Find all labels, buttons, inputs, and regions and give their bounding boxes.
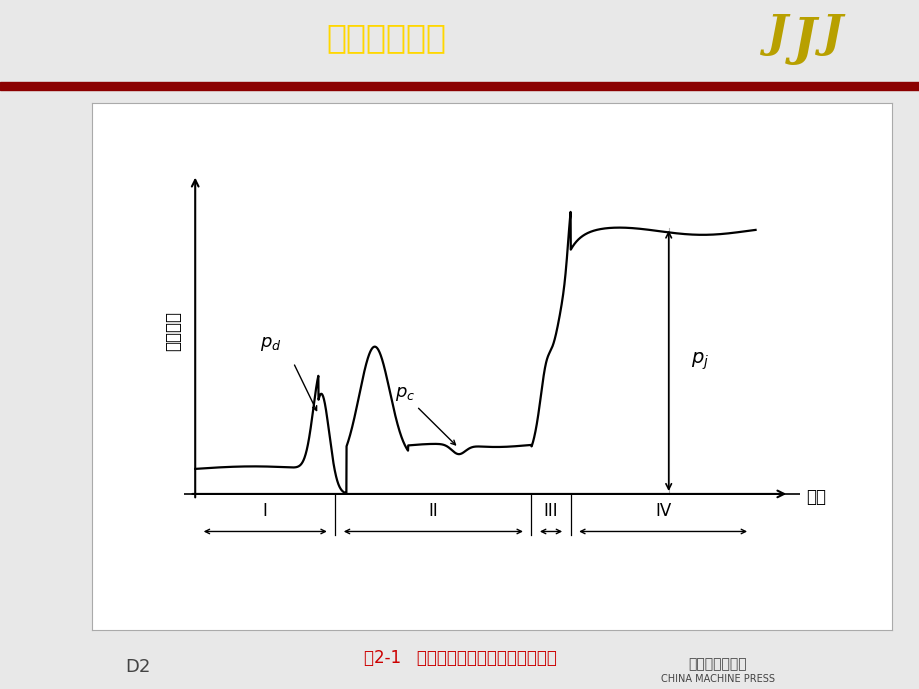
Text: I: I bbox=[263, 502, 267, 520]
Text: $p_c$: $p_c$ bbox=[395, 384, 415, 403]
Text: 图2-1   压铸过程中压射比压的变化曲线: 图2-1 压铸过程中压射比压的变化曲线 bbox=[363, 649, 556, 667]
Text: 时间: 时间 bbox=[805, 488, 825, 506]
Text: 压射比压: 压射比压 bbox=[164, 311, 182, 351]
Text: 机械工业出版社: 机械工业出版社 bbox=[687, 657, 746, 671]
Text: CHINA MACHINE PRESS: CHINA MACHINE PRESS bbox=[660, 674, 774, 684]
Text: $p_d$: $p_d$ bbox=[260, 335, 281, 353]
Text: $p_j$: $p_j$ bbox=[690, 350, 709, 371]
Text: II: II bbox=[428, 502, 437, 520]
Text: 一、压铸压力: 一、压铸压力 bbox=[326, 21, 446, 54]
Text: J: J bbox=[766, 12, 787, 56]
Text: D2: D2 bbox=[125, 657, 151, 676]
Text: III: III bbox=[543, 502, 558, 520]
Text: IV: IV bbox=[654, 502, 671, 520]
Bar bbox=[0, 83, 919, 90]
Text: J: J bbox=[822, 12, 842, 56]
Text: J: J bbox=[792, 16, 816, 65]
